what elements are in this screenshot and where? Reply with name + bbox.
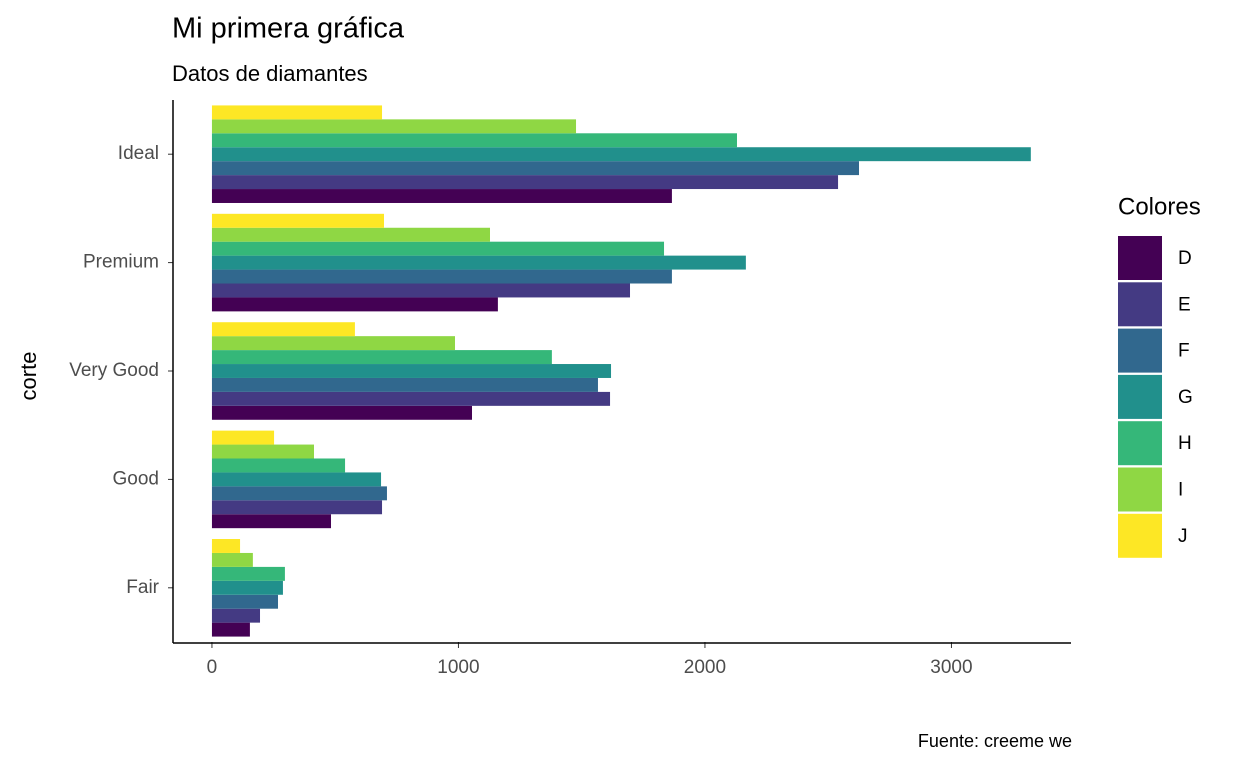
bar (211, 297, 498, 312)
legend-label: D (1178, 248, 1192, 269)
bar (211, 500, 383, 515)
x-tick-label: 1000 (437, 657, 479, 678)
bar (211, 472, 382, 487)
bar (211, 377, 598, 392)
bar (211, 594, 279, 609)
bar (211, 255, 746, 270)
bar (211, 622, 250, 637)
bar (211, 213, 385, 228)
legend-key (1118, 374, 1162, 419)
bar (211, 119, 577, 134)
bar (211, 566, 285, 581)
bar (211, 189, 672, 203)
legend-key (1118, 513, 1162, 558)
legend-label: E (1178, 294, 1191, 315)
y-tick-label: Fair (126, 577, 159, 598)
bar (211, 161, 860, 176)
bar (211, 283, 631, 298)
bar (211, 364, 612, 378)
legend-title: Colores (1118, 193, 1201, 220)
x-tick-label: 0 (207, 657, 218, 678)
chart-subtitle: Datos de diamantes (172, 61, 368, 86)
bar (211, 227, 490, 242)
bar (211, 405, 473, 420)
legend-key (1118, 236, 1162, 280)
bar (211, 539, 241, 553)
y-tick-label: Very Good (69, 360, 159, 381)
legend-label: G (1178, 387, 1193, 408)
bar (211, 552, 253, 567)
x-tick-label: 2000 (684, 657, 726, 678)
legend-key (1118, 282, 1162, 327)
bar (211, 241, 665, 256)
bar (211, 458, 346, 473)
chart-title: Mi primera gráfica (172, 13, 405, 45)
bar (211, 608, 261, 623)
legend-key (1118, 421, 1162, 466)
caption: Fuente: creeme we (918, 731, 1072, 751)
x-tick-label: 3000 (930, 657, 972, 678)
legend-label: F (1178, 341, 1190, 362)
y-tick-label: Premium (83, 252, 159, 273)
bar (211, 147, 1031, 162)
bar (211, 430, 275, 445)
bar (211, 175, 839, 190)
bar (211, 322, 355, 337)
legend-label: J (1178, 526, 1188, 547)
y-tick-label: Ideal (118, 143, 159, 164)
bar (211, 350, 552, 365)
bar (211, 269, 672, 284)
bar (211, 133, 737, 148)
legend-key (1118, 328, 1162, 373)
bar (211, 444, 314, 459)
legend-key (1118, 467, 1162, 512)
bar (211, 336, 455, 351)
bar (211, 486, 387, 501)
bar (211, 105, 383, 120)
y-tick-label: Good (113, 468, 159, 489)
bar (211, 580, 283, 595)
bar (211, 514, 332, 529)
y-axis-label: corte (16, 352, 41, 401)
legend-label: I (1178, 480, 1183, 501)
legend-label: H (1178, 433, 1192, 454)
bar (211, 391, 611, 406)
